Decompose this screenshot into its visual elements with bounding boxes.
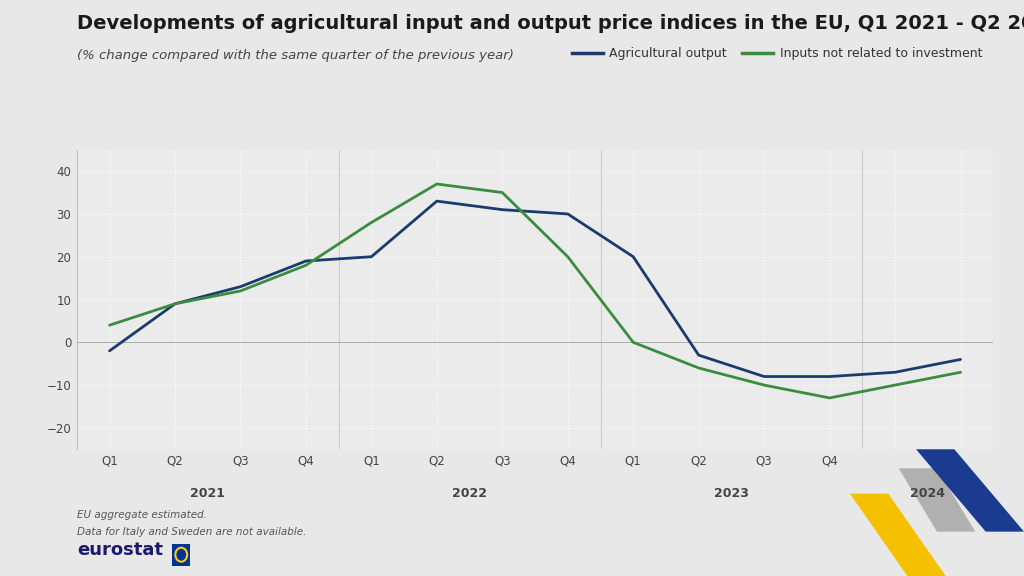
Text: 2023: 2023 bbox=[714, 487, 749, 500]
Legend: Agricultural output, Inputs not related to investment: Agricultural output, Inputs not related … bbox=[567, 42, 987, 65]
Text: Developments of agricultural input and output price indices in the EU, Q1 2021 -: Developments of agricultural input and o… bbox=[77, 14, 1024, 33]
Text: 2024: 2024 bbox=[910, 487, 945, 500]
Polygon shape bbox=[899, 468, 975, 532]
Text: 2022: 2022 bbox=[452, 487, 487, 500]
Text: Data for Italy and Sweden are not available.: Data for Italy and Sweden are not availa… bbox=[77, 527, 306, 537]
Polygon shape bbox=[850, 494, 946, 576]
Polygon shape bbox=[916, 449, 1024, 532]
Text: (% change compared with the same quarter of the previous year): (% change compared with the same quarter… bbox=[77, 49, 514, 62]
Text: 2021: 2021 bbox=[190, 487, 225, 500]
Text: eurostat: eurostat bbox=[77, 541, 163, 559]
Text: EU aggregate estimated.: EU aggregate estimated. bbox=[77, 510, 207, 520]
